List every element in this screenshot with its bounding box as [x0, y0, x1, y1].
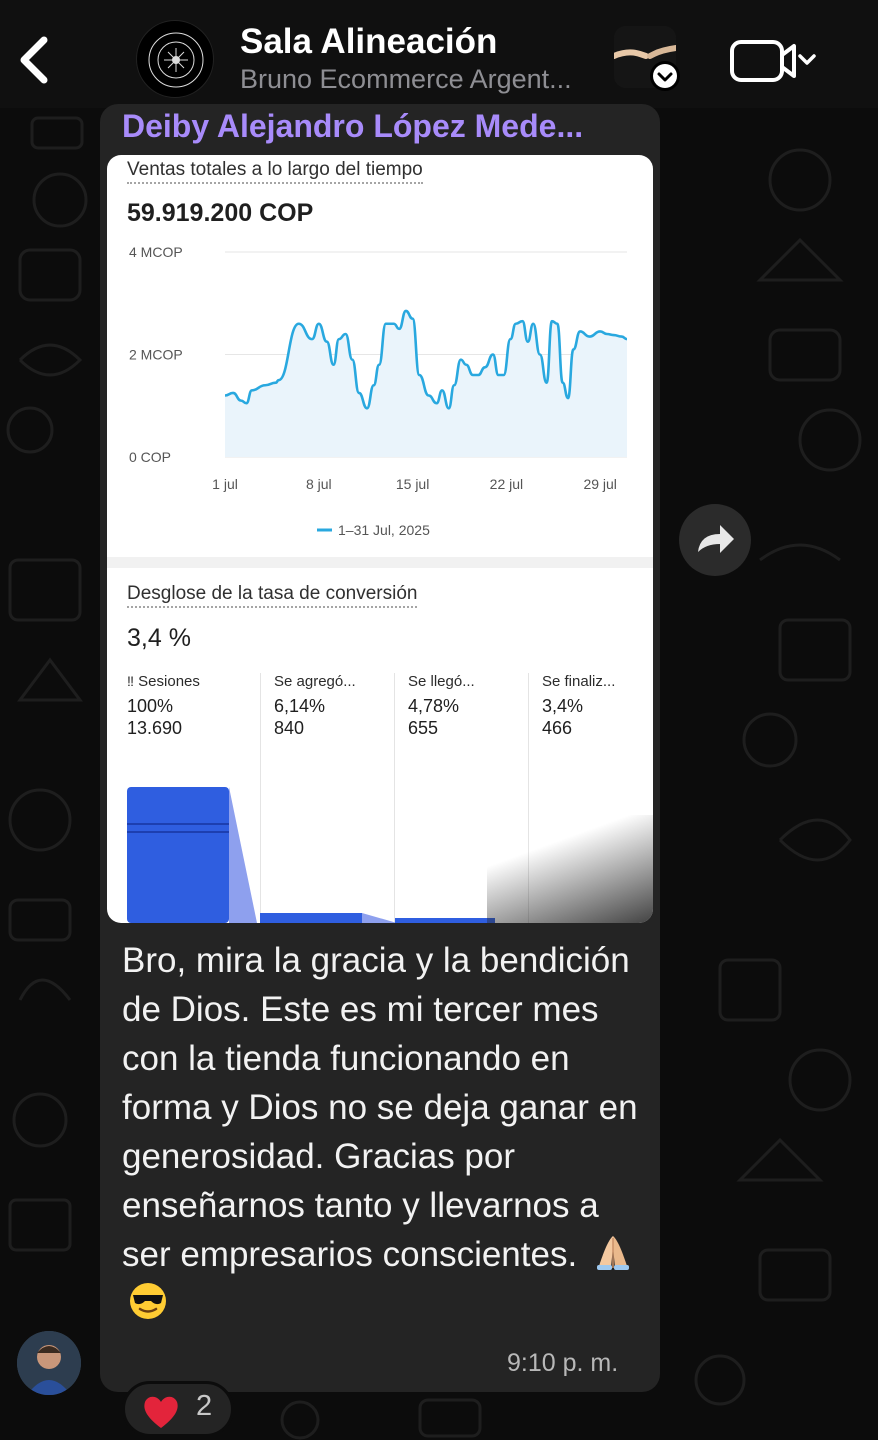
sales-total: 59.919.200 COP	[127, 199, 314, 227]
x-tick-label: 22 jul	[490, 476, 523, 492]
chat-subtitle[interactable]: Bruno Ecommerce Argent...	[240, 64, 572, 94]
funnel-step-label: Se agregó...	[274, 673, 356, 690]
person-photo-icon	[17, 1331, 81, 1395]
folded-hands-icon	[596, 1236, 629, 1270]
conversion-title: Desglose de la tasa de conversión	[127, 583, 418, 608]
group-avatar[interactable]	[136, 20, 214, 98]
funnel-step-label: ‼ Sesiones	[127, 673, 260, 690]
reaction-pill[interactable]	[122, 1381, 234, 1437]
card-corner-fade	[487, 815, 653, 923]
y-tick-label: 2 MCOP	[129, 347, 183, 363]
series-line	[224, 309, 628, 410]
video-camera-icon	[730, 40, 816, 82]
red-heart-icon	[144, 1396, 178, 1428]
chat-header: Sala Alineación Bruno Ecommerce Argent..…	[0, 0, 878, 108]
funnel-count: 466	[542, 718, 573, 738]
funnel-step-label: Se finaliz...	[542, 673, 616, 690]
funnel-bar-added	[260, 913, 362, 923]
forward-arrow-icon	[698, 525, 734, 553]
sales-line-chart: 4 MCOP 2 MCOP 0 COP 1 jul 8 jul 15 jul 22 jul 2…	[129, 244, 628, 538]
y-tick-label: 0 COP	[129, 449, 171, 465]
funnel-bar-sessions	[127, 787, 229, 923]
sender-name[interactable]: Deiby Alejandro López Mede...	[122, 108, 584, 144]
funnel-bars	[127, 787, 495, 923]
y-tick-label: 4 MCOP	[129, 244, 183, 260]
attached-screenshot[interactable]: Ventas totales a lo largo del tiempo 59.…	[107, 155, 653, 923]
funnel-count: 655	[408, 718, 439, 738]
funnel-step-label: Se llegó...	[408, 673, 475, 690]
back-button[interactable]	[14, 34, 58, 86]
funnel-percent: 6,14%	[274, 696, 326, 716]
smiling-face-with-sunglasses-icon	[130, 1283, 166, 1319]
verified-badge	[650, 61, 680, 91]
funnel-step-added: Se agregó... 6,14% 840	[260, 673, 394, 923]
funnel-step-sessions: ‼ Sesiones 100% 13.690	[127, 673, 260, 923]
reaction-count: 2	[196, 1390, 213, 1422]
sales-chart-title: Ventas totales a lo largo del tiempo	[127, 159, 423, 184]
funnel-step-completed: Se finaliz... 3,4% 466	[528, 673, 653, 923]
forward-button[interactable]	[679, 504, 751, 576]
funnel-drop-area	[229, 787, 257, 923]
funnel-percent: 100%	[127, 696, 174, 716]
message-timestamp: 9:10 p. m.	[507, 1349, 619, 1377]
funnel-percent: 3,4%	[542, 696, 584, 716]
chevron-down-circle-icon	[653, 64, 677, 88]
video-call-button[interactable]	[728, 38, 824, 84]
funnel-count: 840	[274, 718, 305, 738]
conversion-rate: 3,4 %	[127, 624, 191, 652]
group-logo-icon	[148, 32, 204, 88]
x-tick-label: 1 jul	[212, 476, 238, 492]
x-tick-label: 15 jul	[396, 476, 429, 492]
chat-title[interactable]: Sala Alineación	[240, 22, 498, 61]
funnel-percent: 4,78%	[408, 696, 460, 716]
funnel-bar-line	[127, 831, 229, 833]
card-separator	[107, 557, 653, 568]
message-text[interactable]: Bro, mira la gracia y la bendición de Di…	[122, 936, 647, 1328]
funnel-step-reached: Se llegó... 4,78% 655	[394, 673, 528, 923]
message-body: Bro, mira la gracia y la bendición de Di…	[122, 941, 638, 1274]
funnel-step-name: Sesiones	[138, 673, 200, 690]
funnel-drop-area	[362, 913, 397, 923]
x-tick-label: 8 jul	[306, 476, 332, 492]
sessions-icon: ‼	[127, 673, 134, 689]
x-tick-label: 29 jul	[583, 476, 616, 492]
chevron-left-icon	[20, 36, 48, 84]
funnel-bar-reached	[395, 918, 495, 923]
sender-avatar[interactable]	[17, 1331, 81, 1395]
funnel-count: 13.690	[127, 718, 183, 738]
series-area	[225, 310, 627, 457]
funnel-bar-line	[127, 823, 229, 825]
legend-label: 1–31 Jul, 2025	[338, 522, 430, 538]
